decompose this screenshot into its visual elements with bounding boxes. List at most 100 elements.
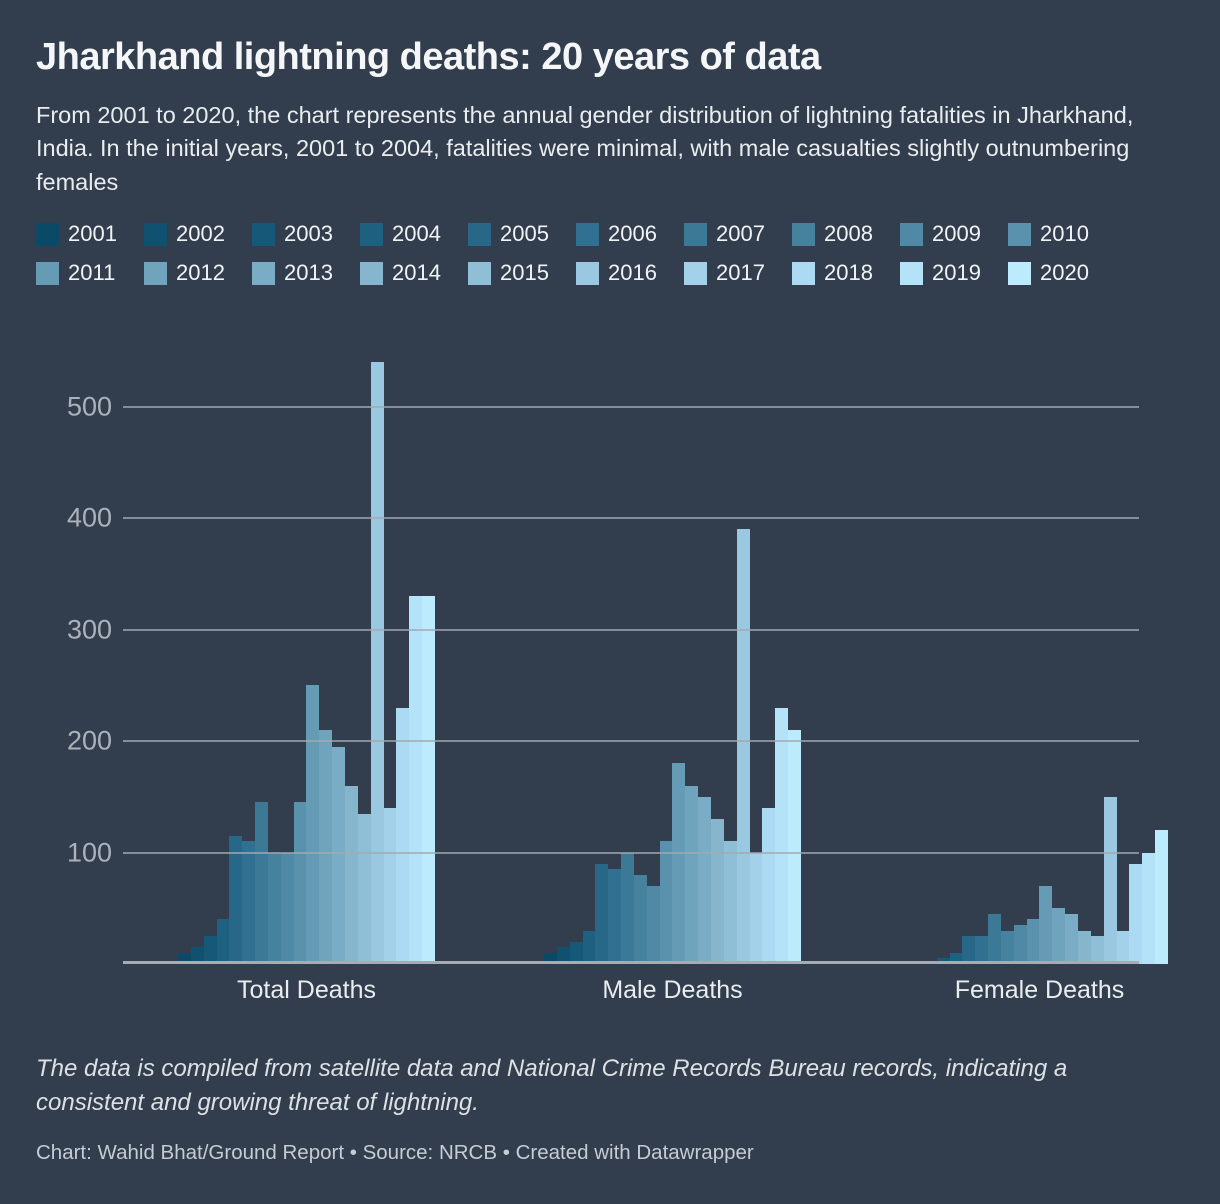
legend-swatch-2001 <box>36 222 59 246</box>
bar-2010-total-deaths <box>293 802 307 965</box>
legend-swatch-2002 <box>144 222 167 246</box>
legend-swatch-2016 <box>576 261 599 285</box>
bar-2013-female-deaths <box>1065 913 1078 965</box>
legend-item-2007: 2007 <box>684 221 792 247</box>
bar-2014-male-deaths <box>710 819 724 965</box>
bar-2020-total-deaths <box>422 596 435 965</box>
legend-year-label: 2001 <box>68 221 117 247</box>
legend-swatch-2020 <box>1008 261 1031 285</box>
bar-2010-female-deaths <box>1026 919 1040 965</box>
legend-item-2015: 2015 <box>468 260 576 286</box>
bar-2004-total-deaths <box>216 919 230 965</box>
legend-swatch-2012 <box>144 261 167 285</box>
legend-item-2002: 2002 <box>144 221 252 247</box>
legend-year-label: 2014 <box>392 260 441 286</box>
legend-year-label: 2012 <box>176 260 225 286</box>
bar-2009-male-deaths <box>646 886 660 965</box>
chart-subtitle: From 2001 to 2020, the chart represents … <box>36 102 1134 195</box>
legend-swatch-2010 <box>1008 222 1031 246</box>
bar-2016-female-deaths <box>1103 796 1117 965</box>
bar-2013-total-deaths <box>332 746 345 965</box>
y-tick-label-500: 500 <box>66 391 112 422</box>
legend-item-2018: 2018 <box>792 260 900 286</box>
legend-item-2014: 2014 <box>360 260 468 286</box>
legend-item-2006: 2006 <box>576 221 684 247</box>
legend-year-label: 2003 <box>284 221 333 247</box>
legend-year-label: 2015 <box>500 260 549 286</box>
bar-2019-total-deaths <box>409 596 423 965</box>
bar-2006-female-deaths <box>975 936 989 965</box>
x-axis-baseline <box>123 961 1139 965</box>
bar-2003-total-deaths <box>203 936 217 965</box>
legend-item-2011: 2011 <box>36 260 144 286</box>
legend-year-label: 2008 <box>824 221 873 247</box>
bar-2005-male-deaths <box>595 863 609 965</box>
bar-2007-total-deaths <box>255 802 268 965</box>
legend-swatch-2007 <box>684 222 707 246</box>
bar-2005-female-deaths <box>962 936 976 965</box>
bar-2005-total-deaths <box>229 835 243 965</box>
bar-2009-total-deaths <box>280 852 294 965</box>
gridline-300 <box>123 628 1139 631</box>
bar-2016-male-deaths <box>736 529 750 965</box>
bar-2008-male-deaths <box>633 874 647 965</box>
bar-2007-male-deaths <box>621 852 634 965</box>
gridline-100 <box>123 851 1139 854</box>
legend-item-2001: 2001 <box>36 221 144 247</box>
chart-title: Jharkhand lightning deaths: 20 years of … <box>36 36 821 78</box>
legend-item-2013: 2013 <box>252 260 360 286</box>
legend-swatch-2011 <box>36 261 59 285</box>
bar-2012-total-deaths <box>319 729 333 965</box>
chart-plot-area: Total Deaths Male Deaths Female Deaths 100 2… <box>67 352 1168 1004</box>
gridline-400 <box>123 517 1139 520</box>
legend-item-2016: 2016 <box>576 260 684 286</box>
gridline-200 <box>123 740 1139 743</box>
bar-2012-female-deaths <box>1052 908 1066 965</box>
bar-group-male-deaths <box>544 529 801 965</box>
legend-item-2005: 2005 <box>468 221 576 247</box>
legend-year-label: 2004 <box>392 221 441 247</box>
bar-group-female-deaths <box>911 796 1168 965</box>
footnote: The data is compiled from satellite data… <box>36 1055 1068 1116</box>
bar-2011-total-deaths <box>306 685 320 965</box>
legend-year-label: 2019 <box>932 260 981 286</box>
bar-2018-female-deaths <box>1129 863 1143 965</box>
y-tick-label-300: 300 <box>66 614 112 645</box>
bar-2015-total-deaths <box>357 813 371 965</box>
legend-year-label: 2013 <box>284 260 333 286</box>
legend-year-label: 2010 <box>1040 221 1089 247</box>
legend-item-2010: 2010 <box>1008 221 1116 247</box>
bar-2001-total-deaths <box>178 952 191 965</box>
bar-2014-total-deaths <box>344 785 358 965</box>
legend-swatch-2019 <box>900 261 923 285</box>
bar-2009-female-deaths <box>1013 925 1027 965</box>
legend-year-label: 2006 <box>608 221 657 247</box>
bar-2011-female-deaths <box>1039 886 1053 965</box>
legend-item-2008: 2008 <box>792 221 900 247</box>
bar-2018-male-deaths <box>762 807 776 965</box>
x-axis-label-male-deaths: Male Deaths <box>602 976 743 1005</box>
bar-2010-male-deaths <box>659 841 673 965</box>
legend-year-label: 2020 <box>1040 260 1089 286</box>
legend-year-label: 2011 <box>68 260 116 286</box>
bar-2019-female-deaths <box>1142 852 1156 965</box>
gridline-500 <box>123 405 1139 408</box>
legend-swatch-2009 <box>900 222 923 246</box>
bar-2017-female-deaths <box>1116 930 1130 965</box>
legend-swatch-2018 <box>792 261 815 285</box>
legend-swatch-2008 <box>792 222 815 246</box>
bar-2017-male-deaths <box>749 852 763 965</box>
legend-swatch-2015 <box>468 261 491 285</box>
legend-year-label: 2017 <box>716 260 765 286</box>
legend-year-label: 2016 <box>608 260 657 286</box>
legend-year-label: 2002 <box>176 221 225 247</box>
bar-2002-total-deaths <box>190 947 204 965</box>
bar-2002-male-deaths <box>556 947 570 965</box>
bar-group-total-deaths <box>178 361 435 965</box>
legend-swatch-2017 <box>684 261 707 285</box>
legend-item-2020: 2020 <box>1008 260 1116 286</box>
bar-2003-male-deaths <box>569 941 583 965</box>
legend-year-label: 2009 <box>932 221 981 247</box>
bar-2014-female-deaths <box>1077 930 1091 965</box>
x-axis-label-female-deaths: Female Deaths <box>954 976 1125 1005</box>
